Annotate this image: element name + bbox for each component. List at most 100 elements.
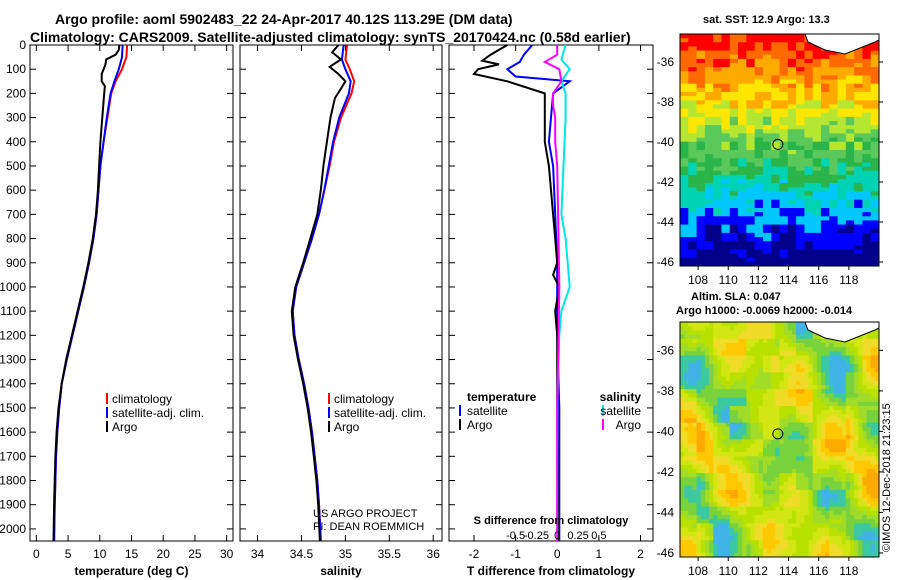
map-cell	[841, 145, 847, 151]
map-cell	[833, 129, 838, 134]
map-cell	[820, 145, 826, 151]
map-cell	[754, 456, 760, 461]
map-cell	[721, 261, 727, 267]
map-cell	[713, 447, 718, 453]
map-cell	[866, 347, 872, 352]
map-cell	[758, 63, 764, 68]
map-cell	[721, 150, 727, 155]
map-cell	[874, 50, 880, 56]
map-cell	[874, 401, 880, 407]
map-cell	[725, 166, 731, 172]
map-cell	[738, 380, 743, 386]
map-cell	[854, 125, 859, 130]
map-cell	[808, 245, 814, 250]
map-cell	[688, 166, 693, 172]
map-cell	[854, 228, 859, 234]
map-cell	[845, 447, 851, 453]
map-cell	[858, 376, 863, 382]
map-cell	[754, 355, 760, 361]
map-cell	[704, 63, 710, 68]
map-cell	[841, 116, 847, 122]
map-cell	[849, 418, 855, 424]
map-cell	[845, 249, 851, 254]
map-cell	[783, 237, 789, 242]
map-cell	[800, 261, 805, 267]
map-cell	[862, 363, 867, 369]
map-cell	[816, 447, 822, 453]
map-cell	[725, 372, 731, 377]
map-cell	[858, 389, 863, 394]
map-cell	[700, 220, 706, 225]
map-cell	[841, 208, 847, 213]
map-cell	[787, 481, 793, 487]
map-cell	[754, 326, 760, 331]
map-cell	[845, 347, 851, 352]
map-cell	[775, 75, 780, 80]
map-cell	[721, 141, 727, 147]
map-cell	[688, 447, 693, 453]
map-cell	[742, 212, 747, 217]
map-cell	[779, 50, 785, 56]
map-cell	[750, 489, 756, 495]
map-cell	[808, 129, 814, 134]
map-cell	[870, 431, 876, 436]
map-cell	[771, 405, 776, 411]
map-cell	[742, 447, 747, 453]
map-cell	[729, 162, 735, 167]
map-cell	[808, 137, 814, 143]
map-cell	[816, 125, 822, 130]
map-cell	[771, 183, 776, 188]
map-cell	[692, 75, 697, 80]
map-cell	[787, 150, 793, 155]
map-cell	[816, 46, 822, 51]
map-cell	[750, 485, 756, 491]
map-cell	[709, 261, 714, 267]
map-cell	[812, 418, 818, 424]
map-cell	[738, 389, 743, 394]
map-cell	[858, 347, 863, 352]
map-cell	[713, 376, 718, 382]
map-cell	[771, 460, 776, 466]
map-cell	[717, 460, 722, 466]
map-cell	[854, 141, 859, 147]
map-cell	[725, 468, 731, 474]
map-cell	[796, 431, 801, 436]
map-cell	[725, 422, 731, 428]
map-cell	[820, 116, 826, 122]
map-cell	[680, 232, 685, 238]
map-cell	[729, 338, 735, 344]
map-cell	[771, 208, 776, 213]
map-cell	[845, 162, 851, 167]
map-cell	[750, 42, 756, 47]
map-cell	[783, 355, 789, 361]
map-cell	[750, 224, 756, 230]
map-cell	[742, 145, 747, 151]
map-cell	[721, 342, 727, 348]
map-cell	[725, 401, 731, 407]
map-cell	[787, 261, 793, 267]
map-cell	[733, 347, 739, 352]
map-cell	[858, 195, 863, 201]
map-cell	[717, 494, 722, 499]
map-cell	[762, 241, 768, 246]
map-cell	[862, 245, 867, 250]
map-y-tick-label: -36	[657, 55, 675, 69]
map-cell	[729, 431, 735, 436]
map-cell	[696, 376, 702, 382]
map-cell	[704, 422, 710, 428]
y-tick-label: 800	[6, 232, 26, 246]
map-cell	[816, 133, 822, 138]
map-cell	[866, 191, 872, 196]
map-cell	[800, 170, 805, 176]
map-cell	[713, 87, 718, 93]
x-tick-label: -2	[469, 547, 480, 561]
map-cell	[713, 498, 718, 503]
legend-title: salinity	[600, 390, 642, 404]
map-cell	[771, 355, 776, 361]
map-cell	[771, 447, 776, 453]
map-cell	[754, 92, 760, 97]
map-cell	[729, 418, 735, 424]
map-cell	[787, 439, 793, 445]
map-cell	[874, 347, 880, 352]
map-cell	[796, 154, 801, 159]
